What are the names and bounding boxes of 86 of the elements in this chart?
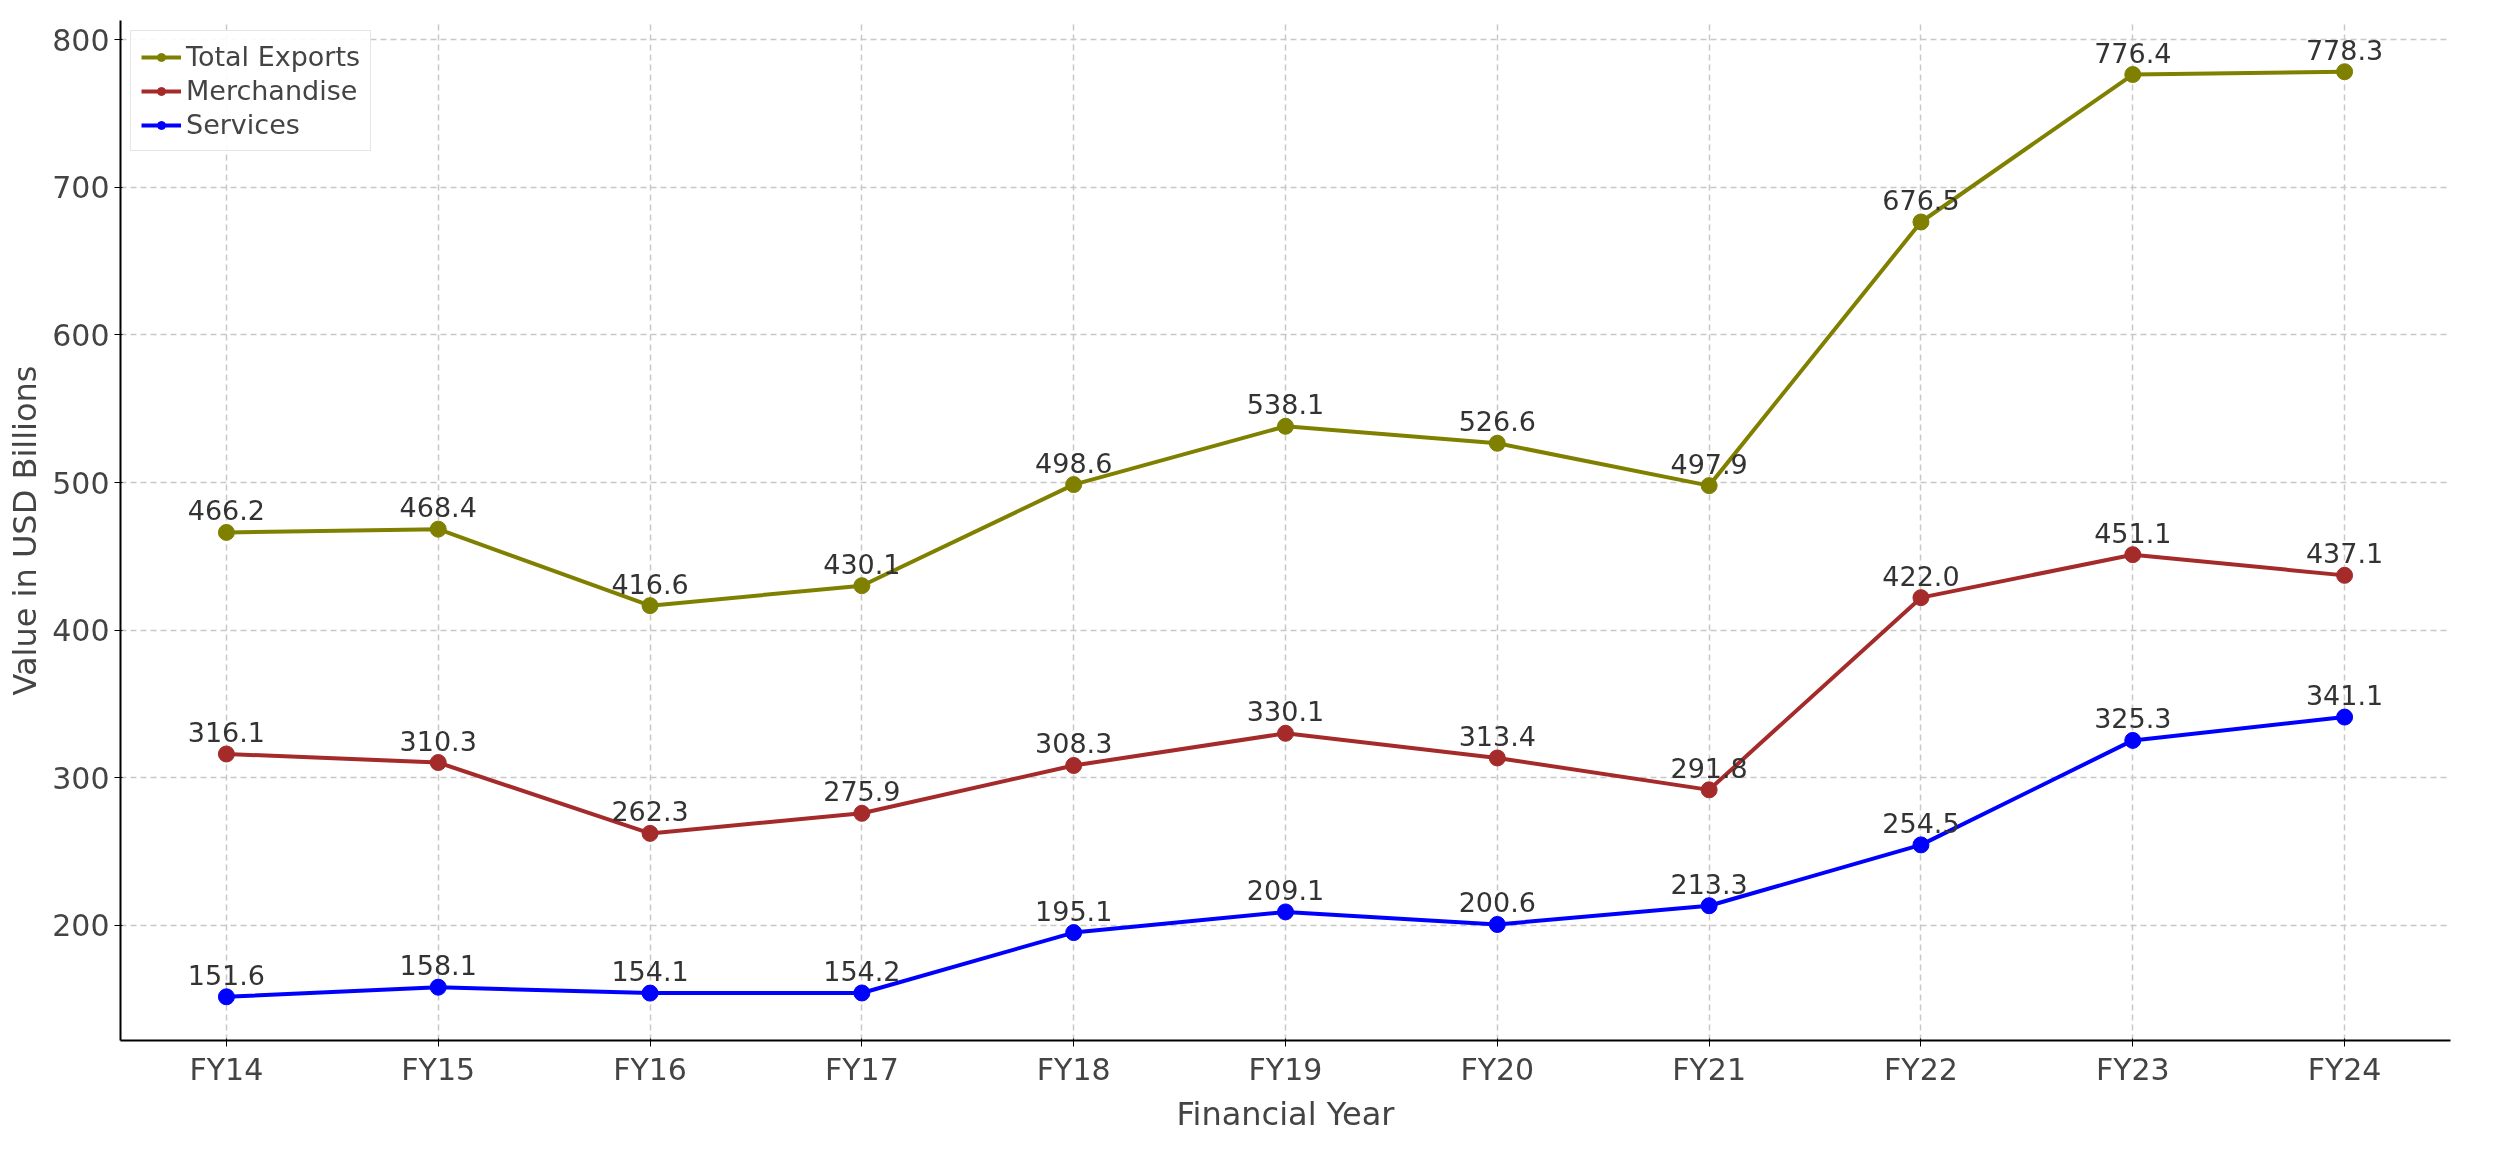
point (2124, 731, 2142, 749)
point (853, 804, 871, 822)
point (1700, 897, 1718, 915)
point (217, 988, 235, 1006)
point (1488, 915, 1506, 933)
data-label: 310.3 (399, 725, 477, 757)
y-tick-label: 400 (52, 613, 110, 649)
x-tick-label: FY17 (824, 1051, 899, 1087)
data-label: 468.4 (399, 492, 477, 524)
point (1277, 417, 1294, 435)
data-label: 437.1 (2305, 538, 2384, 570)
data-label: 451.1 (2094, 517, 2172, 549)
data-label: 209.1 (1246, 874, 1325, 906)
data-label: 776.4 (2094, 37, 2172, 69)
data-label: 325.3 (2094, 703, 2172, 735)
data-label: 195.1 (1035, 895, 1113, 927)
point (2124, 546, 2142, 564)
y-tick-label: 500 (52, 465, 110, 501)
point (2336, 708, 2354, 726)
data-label: 316.1 (187, 716, 266, 748)
point (1277, 724, 1294, 742)
point (1700, 781, 1718, 799)
x-tick-label: FY24 (2307, 1051, 2382, 1087)
x-tick-label: FY14 (189, 1051, 264, 1087)
point (1277, 903, 1294, 921)
point (641, 824, 659, 842)
data-label: 430.1 (823, 548, 901, 580)
data-label: 778.3 (2305, 34, 2384, 66)
data-label: 254.5 (1882, 807, 1960, 839)
point (429, 978, 447, 996)
legend-label: Merchandise (186, 75, 358, 106)
point (641, 597, 659, 615)
y-tick-label: 300 (52, 760, 110, 796)
point (2336, 566, 2354, 584)
point (1065, 924, 1083, 942)
data-label: 154.2 (823, 955, 901, 987)
x-tick-label: FY19 (1248, 1051, 1323, 1087)
data-label: 330.1 (1246, 696, 1325, 728)
legend-label: Total Exports (186, 41, 361, 72)
data-label: 275.9 (823, 776, 901, 808)
point (1700, 477, 1718, 495)
point (1488, 434, 1506, 452)
data-label: 213.3 (1670, 868, 1748, 900)
y-tick-label: 600 (52, 317, 110, 353)
point (429, 520, 447, 538)
point (1065, 757, 1083, 774)
data-label: 416.6 (611, 568, 689, 600)
y-axis-title: Value in USD Billions (6, 365, 45, 696)
point (641, 984, 659, 1002)
point (1912, 589, 1930, 607)
point (429, 754, 447, 772)
data-label: 313.4 (1458, 720, 1536, 752)
data-label: 200.6 (1458, 887, 1536, 919)
x-tick-label: FY23 (2095, 1051, 2170, 1087)
data-label: 154.1 (611, 956, 689, 988)
data-label: 151.6 (187, 959, 266, 991)
data-label: 262.3 (611, 796, 689, 828)
x-tick-label: FY15 (401, 1051, 476, 1087)
x-tick-label: FY22 (1884, 1051, 1958, 1087)
point (217, 745, 235, 763)
data-label: 466.2 (187, 495, 266, 527)
data-label: 526.6 (1458, 406, 1536, 438)
point (853, 984, 871, 1002)
x-axis-title: Financial Year (1176, 1094, 1396, 1133)
data-label: 158.1 (399, 950, 477, 982)
point (217, 523, 235, 541)
point (853, 577, 871, 595)
x-tick-label: FY18 (1036, 1051, 1111, 1087)
point (2336, 63, 2354, 81)
point (1912, 213, 1930, 231)
x-tick-label: FY21 (1672, 1051, 1747, 1087)
data-label: 422.0 (1882, 560, 1960, 592)
point (1912, 836, 1930, 854)
point (2124, 66, 2142, 84)
legend-label: Services (186, 109, 300, 140)
y-tick-label: 200 (52, 908, 110, 944)
data-label: 341.1 (2305, 680, 2384, 712)
point (1488, 749, 1506, 767)
x-tick-label: FY20 (1460, 1051, 1535, 1087)
x-tick-label: FY16 (613, 1051, 687, 1087)
data-label: 498.6 (1035, 447, 1113, 479)
y-tick-label: 700 (52, 170, 110, 206)
point (1065, 476, 1083, 494)
data-label: 538.1 (1246, 389, 1325, 421)
y-tick-label: 800 (52, 22, 110, 58)
data-label: 308.3 (1035, 728, 1113, 760)
